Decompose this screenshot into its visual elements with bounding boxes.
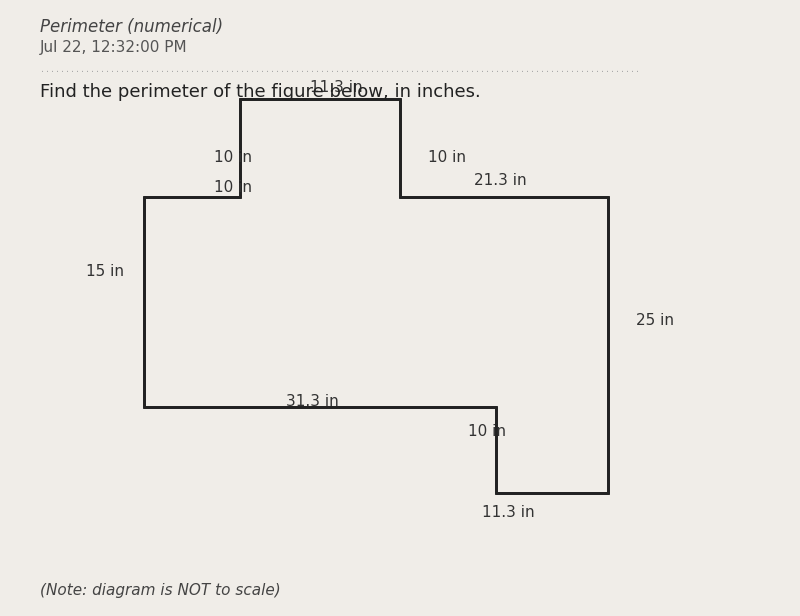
Text: 10 in: 10 in — [468, 424, 506, 439]
Text: 31.3 in: 31.3 in — [286, 394, 338, 409]
Text: ................................................................................: ........................................… — [40, 65, 640, 74]
Text: 10 in: 10 in — [214, 150, 252, 164]
Text: (Note: diagram is NOT to scale): (Note: diagram is NOT to scale) — [40, 583, 281, 598]
Text: 25 in: 25 in — [636, 313, 674, 328]
Text: 10 in: 10 in — [214, 180, 252, 195]
Text: 11.3 in: 11.3 in — [482, 505, 534, 520]
Text: Perimeter (numerical): Perimeter (numerical) — [40, 18, 223, 36]
Text: Find the perimeter of the figure below, in inches.: Find the perimeter of the figure below, … — [40, 83, 481, 101]
Text: Jul 22, 12:32:00 PM: Jul 22, 12:32:00 PM — [40, 40, 188, 55]
Text: 10 in: 10 in — [428, 150, 466, 164]
Text: 15 in: 15 in — [86, 264, 124, 278]
Text: 11.3 in: 11.3 in — [310, 81, 362, 95]
Text: 21.3 in: 21.3 in — [474, 173, 526, 188]
